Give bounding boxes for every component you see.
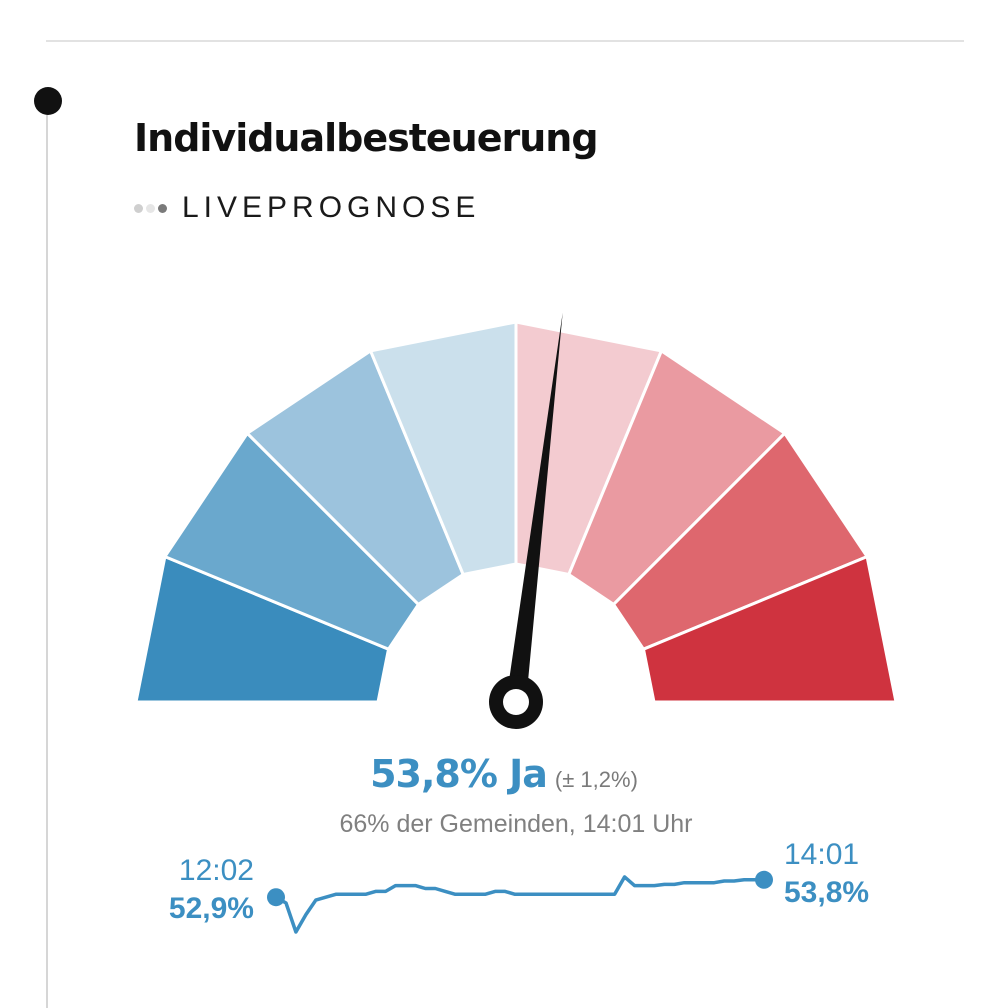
gauge-segment [641,554,898,704]
sparkline-end-time: 14:01 [784,838,860,871]
sparkline-path [275,875,764,934]
timeline-dot [34,87,62,115]
sparkline-start-dot [267,888,285,907]
sparkline-end-value: 53,8% [784,876,870,909]
gauge-hub-hole [503,689,529,715]
result-subline: 66% der Gemeinden, 14:01 Uhr [339,810,693,838]
sparkline-end-dot [755,870,773,889]
live-status: LIVEPROGNOSE [134,188,480,228]
gauge-needle [506,312,563,704]
result-value: 53,8% Ja [370,752,548,796]
sparkline-start-time: 12:02 [178,854,254,887]
top-divider [46,40,964,42]
timeline-line [46,100,48,1008]
result-margin: (± 1,2%) [554,767,638,792]
page-title: Individualbesteuerung [134,116,599,160]
result-readout: 53,8% Ja (± 1,2%) [0,752,1008,796]
live-pulse-icon [134,203,170,213]
live-status-label: LIVEPROGNOSE [182,191,481,224]
sparkline-start-value: 52,9% [168,892,254,925]
